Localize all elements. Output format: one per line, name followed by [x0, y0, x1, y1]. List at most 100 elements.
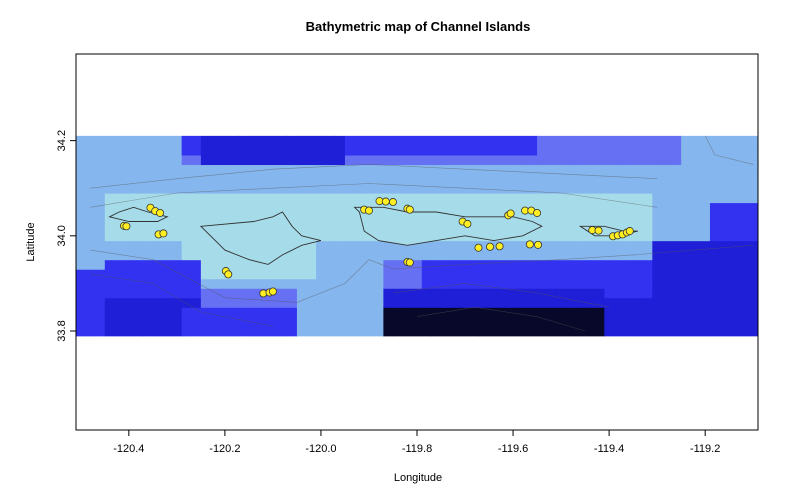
depth-cell — [248, 259, 260, 270]
depth-cell — [469, 297, 481, 308]
depth-cell — [258, 173, 269, 185]
depth-cell — [633, 297, 644, 308]
depth-cell — [604, 164, 615, 175]
depth-cell — [546, 250, 557, 261]
depth-cell — [287, 164, 298, 175]
depth-cell — [392, 202, 404, 213]
depth-cell — [489, 326, 500, 337]
depth-cell — [181, 297, 192, 308]
depth-cell — [402, 135, 413, 146]
depth-cell — [364, 326, 375, 337]
depth-cell — [642, 259, 653, 270]
depth-cell — [95, 183, 106, 194]
depth-cell — [431, 316, 442, 327]
depth-cell — [517, 164, 529, 175]
depth-cell — [460, 135, 471, 146]
depth-cell — [229, 250, 240, 261]
depth-cell — [642, 221, 653, 232]
depth-cell — [76, 135, 87, 146]
depth-cell — [181, 259, 192, 270]
depth-cell — [287, 326, 298, 337]
depth-cell — [604, 259, 615, 270]
depth-cell — [162, 269, 173, 280]
depth-cell — [642, 316, 653, 327]
depth-cell — [296, 173, 308, 185]
depth-cell — [537, 164, 548, 175]
depth-cell — [431, 240, 442, 251]
depth-cell — [268, 307, 279, 318]
depth-cell — [498, 259, 509, 270]
depth-cell — [633, 212, 644, 223]
depth-cell — [441, 326, 452, 337]
depth-cell — [421, 288, 433, 299]
depth-cell — [719, 154, 730, 166]
depth-cell — [575, 316, 586, 327]
depth-cell — [85, 183, 96, 194]
depth-cell — [268, 173, 279, 185]
depth-cell — [124, 278, 135, 289]
depth-cell — [681, 192, 692, 204]
depth-cell — [633, 288, 644, 299]
depth-cell — [690, 135, 701, 146]
depth-cell — [229, 145, 240, 156]
depth-cell — [296, 326, 308, 337]
depth-cell — [152, 183, 164, 194]
depth-cell — [104, 231, 116, 242]
depth-cell — [450, 259, 461, 270]
depth-cell — [124, 192, 135, 204]
depth-cell — [498, 240, 509, 251]
depth-cell — [287, 202, 298, 213]
depth-cell — [575, 307, 586, 318]
depth-cell — [133, 240, 144, 251]
depth-cell — [585, 240, 596, 251]
depth-cell — [316, 288, 327, 299]
depth-cell — [613, 307, 625, 318]
depth-cell — [517, 326, 529, 337]
depth-cell — [133, 288, 144, 299]
depth-cell — [498, 307, 509, 318]
depth-cell — [738, 316, 749, 327]
depth-cell — [383, 192, 394, 204]
depth-cell — [508, 307, 519, 318]
depth-cell — [277, 259, 288, 270]
depth-cell — [671, 192, 682, 204]
depth-cell — [633, 269, 644, 280]
depth-cell — [143, 183, 154, 194]
depth-cell — [364, 250, 375, 261]
depth-cell — [373, 164, 384, 175]
depth-cell — [575, 192, 586, 204]
depth-cell — [633, 164, 644, 175]
depth-cell — [306, 326, 317, 337]
depth-cell — [604, 240, 615, 251]
depth-cell — [613, 164, 625, 175]
depth-cell — [95, 192, 106, 204]
depth-cell — [748, 316, 758, 327]
depth-cell — [546, 259, 557, 270]
depth-cell — [565, 307, 577, 318]
depth-cell — [517, 288, 529, 299]
depth-cell — [738, 259, 749, 270]
depth-cell — [671, 278, 682, 289]
depth-cell — [200, 173, 212, 185]
depth-cell — [450, 173, 461, 185]
depth-cell — [287, 288, 298, 299]
depth-cell — [575, 297, 586, 308]
depth-cell — [450, 288, 461, 299]
depth-cell — [364, 269, 375, 280]
depth-cell — [354, 145, 365, 156]
depth-cell — [681, 297, 692, 308]
depth-cell — [85, 316, 96, 327]
depth-cell — [556, 297, 567, 308]
depth-cell — [479, 154, 490, 166]
depth-cell — [604, 173, 615, 185]
depth-cell — [335, 145, 346, 156]
depth-cell — [537, 259, 548, 270]
depth-cell — [661, 183, 673, 194]
depth-cell — [277, 202, 288, 213]
depth-cell — [229, 164, 240, 175]
depth-cell — [613, 202, 625, 213]
depth-cell — [373, 316, 384, 327]
depth-cell — [191, 183, 202, 194]
depth-cell — [143, 154, 154, 166]
depth-cell — [748, 259, 758, 270]
